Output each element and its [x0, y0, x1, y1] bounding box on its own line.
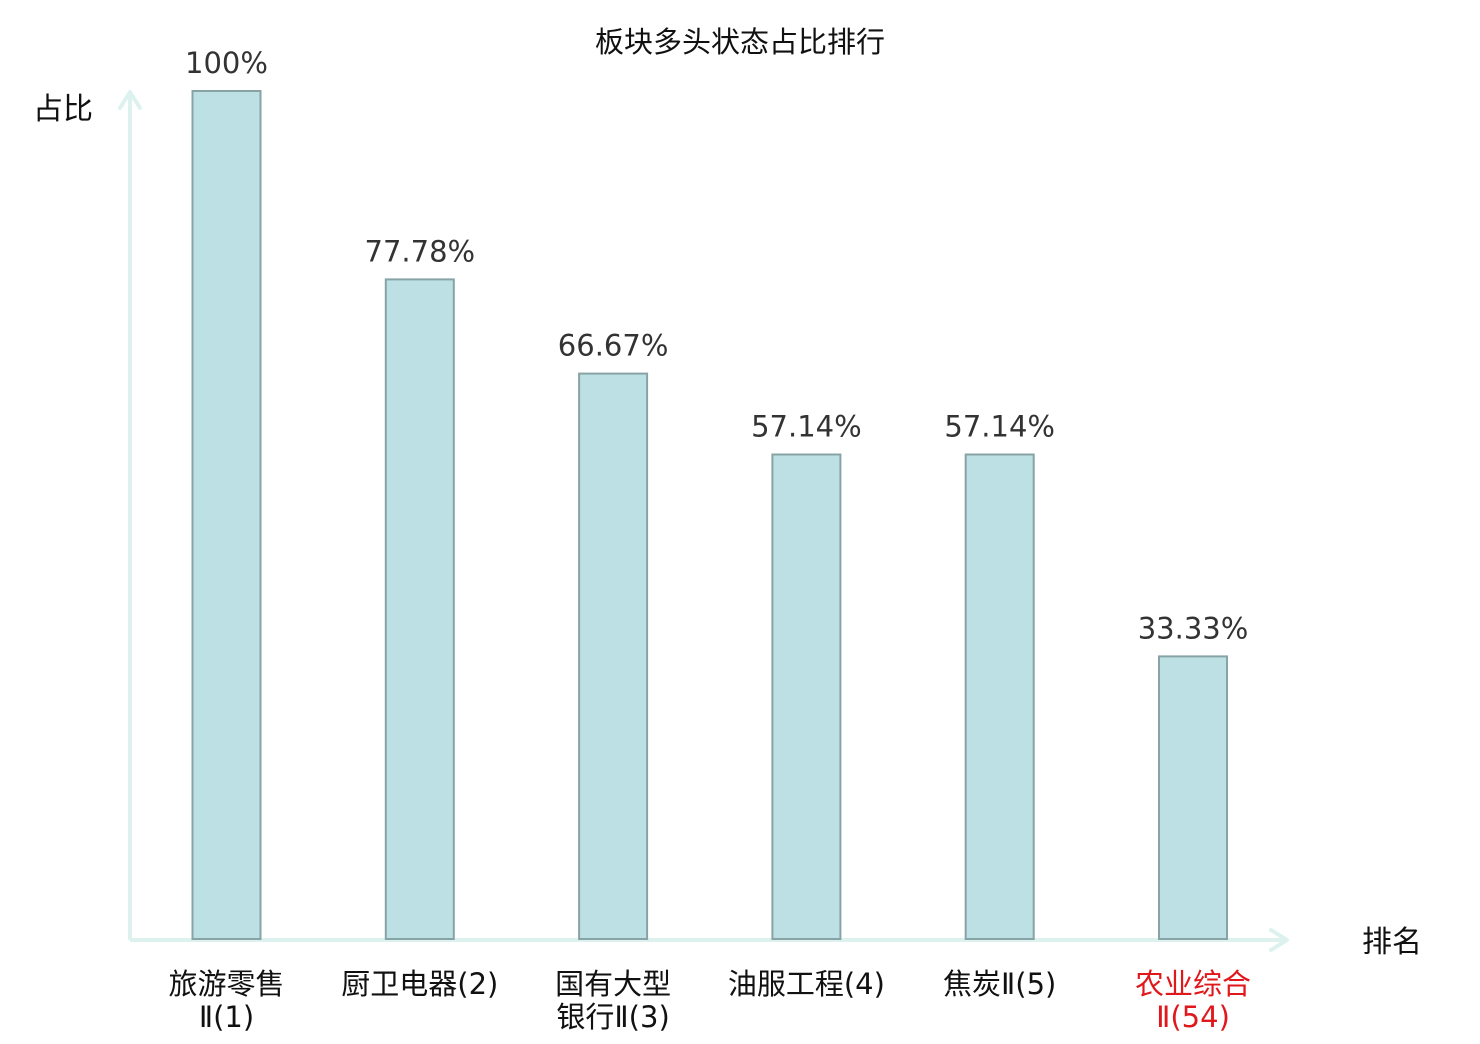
x-tick-label: 焦炭Ⅱ(5) [943, 967, 1056, 1001]
x-axis-arrow [1269, 928, 1289, 952]
y-axis-label: 占比 [33, 92, 93, 127]
x-tick-label: Ⅱ(54) [1156, 1000, 1230, 1034]
chart-title: 板块多头状态占比排行 [595, 25, 885, 59]
x-tick-label: 旅游零售 [168, 967, 284, 1001]
bar [578, 372, 649, 941]
bar-value-label: 66.67% [558, 329, 669, 363]
bar-value-label: 100% [185, 46, 268, 80]
x-tick-label: 国有大型 [555, 967, 671, 1001]
x-axis-label: 排名 [1362, 925, 1422, 960]
bar-value-label: 57.14% [751, 410, 862, 444]
bar [771, 453, 842, 940]
x-tick-label: Ⅱ(1) [199, 1000, 254, 1034]
bar [191, 90, 262, 940]
bar [964, 453, 1035, 940]
bars-group [191, 90, 1228, 941]
x-tick-label: 农业综合 [1135, 967, 1251, 1001]
x-tick-label: 银行Ⅱ(3) [556, 1000, 669, 1034]
bar [384, 278, 455, 940]
x-tick-label: 油服工程(4) [728, 967, 885, 1001]
x-tick-label: 厨卫电器(2) [341, 967, 498, 1001]
value-labels-group: 100% 77.78% 66.67% 57.14% 57.14% 33.33% [185, 46, 1248, 645]
bar-value-label: 57.14% [944, 410, 1055, 444]
bar-value-label: 33.33% [1138, 611, 1249, 645]
axes [118, 90, 1289, 952]
y-axis-arrow [118, 90, 142, 110]
bar-value-label: 77.78% [365, 234, 476, 268]
bar [1158, 655, 1228, 941]
